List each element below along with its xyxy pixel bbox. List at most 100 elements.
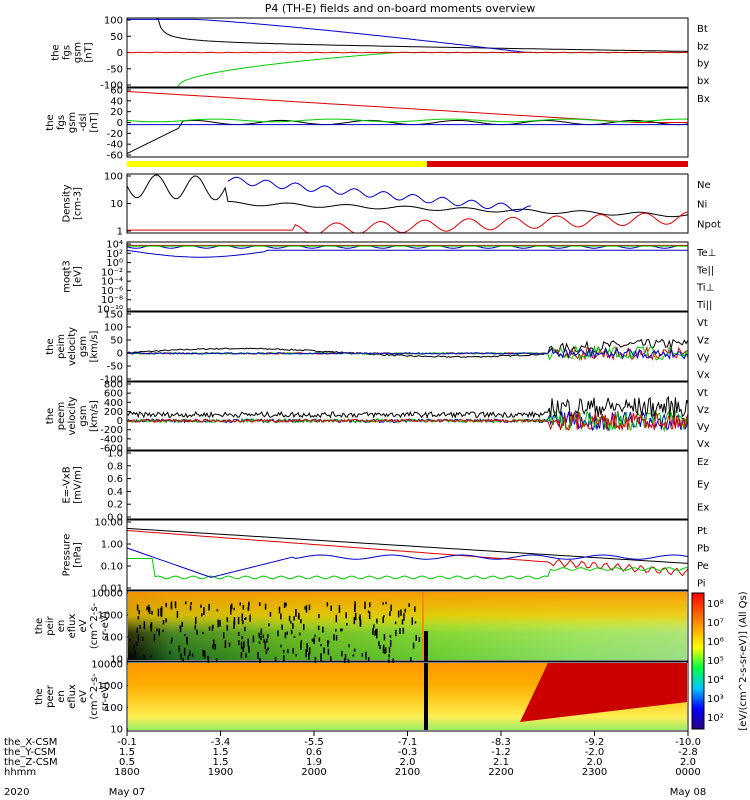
ytick-label: 100 xyxy=(104,633,123,644)
legend-item: Te⊥ xyxy=(696,248,716,259)
ylabel-line: velocity xyxy=(67,396,78,435)
peir-speckle xyxy=(233,607,235,611)
ytick-label: 100 xyxy=(104,703,123,714)
panel-ylabel: thepeirenefluxeV(cm^2-s-sr-eV) xyxy=(34,602,111,649)
series-Ni xyxy=(126,174,689,218)
ylabel-line: the xyxy=(34,688,45,704)
peir-speckle xyxy=(133,645,135,649)
peir-speckle xyxy=(242,604,245,610)
panel-frame xyxy=(126,519,689,591)
xtick-label: -9.2 xyxy=(585,737,605,748)
series-Ti2 xyxy=(126,249,688,258)
peir-speckle xyxy=(258,602,261,607)
ytick-label: 0 xyxy=(117,349,123,360)
peir-speckle xyxy=(352,654,355,657)
ytick-label: 10⁻⁴ xyxy=(101,277,123,288)
peir-speckle xyxy=(237,632,240,637)
peir-speckle xyxy=(277,630,279,637)
peir-speckle xyxy=(229,612,232,615)
peir-speckle xyxy=(185,601,187,605)
ylabel-line: the xyxy=(34,618,45,634)
peir-speckle xyxy=(293,616,295,621)
peir-speckle xyxy=(354,612,357,621)
peir-speckle xyxy=(263,638,265,643)
panel-frame xyxy=(126,241,689,312)
panel-pressure: Pressure[nPa] 10.00 1.00 0.10 0.01 Pt Pb Pe Pi xyxy=(62,518,710,595)
peir-speckle xyxy=(264,641,266,649)
peir-speckle xyxy=(228,642,231,647)
ytick-label: 10 xyxy=(110,655,123,666)
peir-speckle xyxy=(383,615,385,618)
peir-speckle xyxy=(410,657,412,662)
peir-speckle xyxy=(394,621,397,625)
legend-item: Vx xyxy=(697,439,710,450)
panel-peem-velocity: thepeemvelocitygsm[km/s] 8006004002000-20… xyxy=(45,380,710,455)
ytick-label: 10⁻² xyxy=(101,267,123,278)
ytick-label: 0.4 xyxy=(107,487,123,498)
panel-frame xyxy=(126,381,689,451)
ytick-label: 60 xyxy=(110,86,123,97)
xtick-label: 1800 xyxy=(114,767,139,778)
peir-speckle xyxy=(179,625,182,630)
peir-speckle xyxy=(203,650,206,659)
peir-speckle xyxy=(385,601,387,605)
peir-speckle xyxy=(258,632,261,639)
peir-speckle xyxy=(327,648,330,656)
ytick-label: 10 xyxy=(110,725,123,736)
peir-speckle xyxy=(208,603,210,611)
peir-speckle xyxy=(147,604,150,613)
ylabel-line: peir xyxy=(45,615,56,635)
peir-speckle xyxy=(156,628,158,632)
ytick-label: 100 xyxy=(104,172,123,183)
xtick-label: 1.9 xyxy=(306,757,322,768)
peir-speckle xyxy=(241,635,244,640)
x-axis-group: the_X-CSM -0.1 -3.4 -5.5 -7.1 -8.3 -9.2 -10.0 th… xyxy=(4,731,706,798)
state-segment xyxy=(427,161,688,167)
panel-peer-spectrogram: thepeerenefluxeV(cm^2-s-sr-eV) 10000 1000 1… xyxy=(34,660,689,736)
series-by xyxy=(177,52,688,88)
peir-speckle xyxy=(400,609,402,616)
peir-speckle xyxy=(369,602,371,608)
peir-speckle xyxy=(244,626,246,632)
peir-speckle xyxy=(211,626,214,631)
peir-speckle xyxy=(150,654,153,658)
peir-speckle xyxy=(146,606,148,611)
legend-item: Bt xyxy=(697,24,708,35)
peir-speckle xyxy=(361,653,364,657)
peir-speckle xyxy=(359,614,361,622)
ylabel-line: (cm^2-s- xyxy=(89,602,100,649)
peir-speckle xyxy=(136,604,139,611)
xtick-label: -0.3 xyxy=(398,747,418,758)
peir-speckle xyxy=(267,633,269,639)
panel-ylabel: Pressure[nPa] xyxy=(62,534,84,577)
peir-speckle xyxy=(300,640,303,643)
ylabel-line: velocity xyxy=(67,327,78,366)
peir-speckle xyxy=(367,610,370,614)
peir-spectrogram-top xyxy=(128,592,687,660)
ytick-label: 0.01 xyxy=(101,584,123,595)
peir-speckle xyxy=(395,629,397,637)
peir-speckle xyxy=(180,653,182,660)
colorbar-tick: 10⁴ xyxy=(707,675,724,686)
peir-stripe xyxy=(422,592,424,660)
series-Npot xyxy=(227,176,531,213)
peir-speckle xyxy=(184,634,186,637)
peir-speckle xyxy=(150,622,153,629)
panel-frame xyxy=(126,173,689,234)
ytick-label: -40 xyxy=(107,140,123,151)
ylabel-line: eflux xyxy=(67,614,78,639)
peir-speckle xyxy=(376,628,378,634)
ytick-label: 10⁰ xyxy=(106,258,123,269)
series-Pb xyxy=(126,530,689,577)
colorbar-fill xyxy=(692,593,704,729)
peir-speckle xyxy=(181,621,184,627)
peir-speckle xyxy=(376,631,378,639)
peir-speckle xyxy=(401,619,404,625)
peir-speckle xyxy=(346,622,348,626)
xrow-name: hhmm xyxy=(4,767,36,778)
xtick-label: -3.4 xyxy=(211,737,231,748)
peir-speckle xyxy=(157,608,160,617)
ylabel-line: [nT] xyxy=(84,42,95,62)
peir-speckle xyxy=(367,657,370,661)
colorbar-label: [eV/(cm^2-s-sr-eV)] (All Qs) xyxy=(738,591,749,730)
